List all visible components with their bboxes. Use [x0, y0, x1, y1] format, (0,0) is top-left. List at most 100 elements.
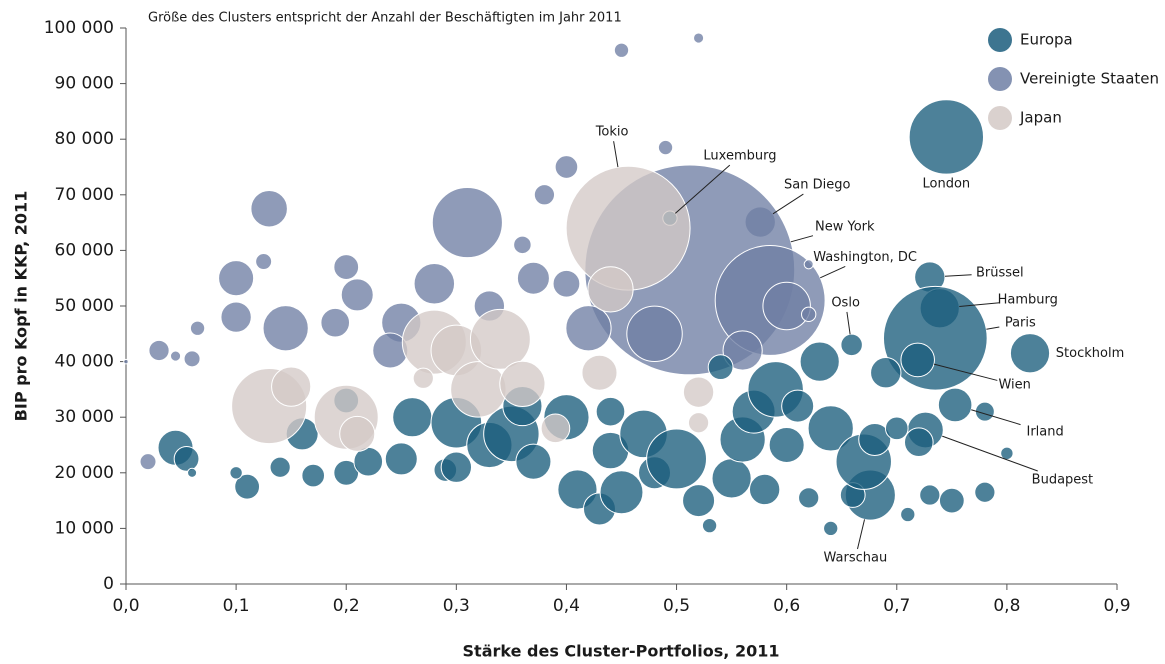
y-tick-label: 90 000: [55, 74, 114, 94]
bubble: [801, 306, 817, 322]
bubble: [333, 254, 360, 280]
annotation: Irland: [1027, 424, 1064, 439]
bubble: [613, 42, 630, 58]
legend-marker: [988, 67, 1012, 91]
bubble: [762, 281, 811, 331]
annotation-line: [820, 265, 846, 279]
bubble: [220, 301, 252, 333]
annotation: London: [922, 176, 970, 191]
bubble: [974, 401, 995, 422]
bubble: [798, 487, 820, 509]
x-tick-label: 0,8: [993, 596, 1020, 616]
bubble: [229, 466, 243, 480]
bubble: [823, 520, 839, 537]
bubble: [799, 341, 840, 382]
annotation-line: [790, 235, 814, 243]
bubble: [392, 397, 433, 438]
bubble: [701, 517, 718, 534]
bubble: [682, 376, 715, 408]
x-tick-label: 0,2: [333, 596, 360, 616]
bubble: [340, 278, 374, 312]
legend-label: Europa: [1020, 31, 1073, 49]
bubble: [908, 99, 985, 175]
annotation-line: [772, 193, 804, 215]
bubble: [937, 387, 973, 423]
bubble: [682, 484, 716, 518]
y-tick-label: 0: [103, 574, 114, 594]
bubble: [900, 342, 935, 378]
bubble: [599, 470, 644, 515]
bubble: [271, 366, 312, 407]
x-tick-label: 0,4: [553, 596, 580, 616]
bubble: [646, 428, 707, 490]
y-tick-label: 30 000: [55, 407, 114, 427]
annotation-line: [971, 409, 1021, 426]
bubble: [903, 427, 934, 458]
bubble: [339, 415, 376, 452]
bubble: [440, 451, 473, 483]
legend-marker: [988, 28, 1012, 52]
bubble: [255, 253, 273, 271]
bubble: [919, 484, 941, 506]
annotation: Luxemburg: [703, 149, 776, 164]
y-tick-label: 20 000: [55, 463, 114, 483]
y-tick-label: 70 000: [55, 185, 114, 205]
bubble: [499, 360, 546, 407]
x-tick-label: 0,5: [663, 596, 690, 616]
bubble: [123, 358, 129, 365]
bubble: [595, 396, 626, 427]
bubble: [412, 367, 434, 389]
bubble: [581, 354, 618, 391]
bubble: [450, 361, 507, 418]
bubble: [139, 453, 157, 471]
x-tick-label: 0,1: [223, 596, 250, 616]
y-axis-title: BIP pro Kopf in KKP, 2011: [12, 191, 31, 422]
annotation: Washington, DC: [813, 250, 917, 265]
bubble: [626, 305, 683, 363]
legend-label: Japan: [1019, 109, 1062, 127]
bubble: [840, 333, 863, 357]
bubble: [540, 413, 571, 444]
annotation: Budapest: [1032, 472, 1094, 487]
bubble: [748, 473, 781, 506]
annotation: Hamburg: [998, 293, 1058, 308]
annotation: Warschau: [823, 551, 887, 566]
annotation-line: [857, 519, 866, 550]
annotation-line: [942, 435, 1038, 472]
legend-label: Vereinigte Staaten: [1020, 70, 1159, 88]
bubble: [169, 350, 182, 362]
annotation: Brüssel: [976, 266, 1024, 281]
bubble: [870, 357, 902, 389]
bubble: [974, 481, 996, 503]
bubble: [384, 442, 418, 476]
annotation: Stockholm: [1056, 346, 1124, 361]
annotation-line: [613, 141, 619, 168]
annotation-line: [674, 164, 731, 214]
annotation: Tokio: [595, 125, 629, 140]
bubble: [187, 467, 198, 478]
bubble: [320, 307, 351, 338]
bubble: [554, 155, 579, 179]
bubble: [722, 330, 763, 371]
annotation: New York: [815, 219, 875, 234]
bubble: [262, 305, 309, 352]
y-tick-label: 80 000: [55, 129, 114, 149]
bubble: [431, 187, 503, 259]
y-tick-label: 40 000: [55, 352, 114, 372]
bubble: [552, 269, 581, 298]
bubble: [513, 235, 532, 255]
bubble: [781, 389, 815, 423]
bubble: [218, 260, 255, 297]
bubble: [533, 184, 556, 206]
annotation: Paris: [1005, 316, 1036, 331]
bubble: [269, 456, 291, 478]
bubble: [189, 320, 206, 336]
bubble: [413, 263, 456, 305]
y-tick-label: 10 000: [55, 518, 114, 538]
bubble: [711, 458, 752, 499]
bubble: [515, 443, 552, 480]
bubble: [707, 354, 734, 381]
bubble: [1009, 333, 1051, 374]
annotation-line: [959, 302, 1000, 307]
